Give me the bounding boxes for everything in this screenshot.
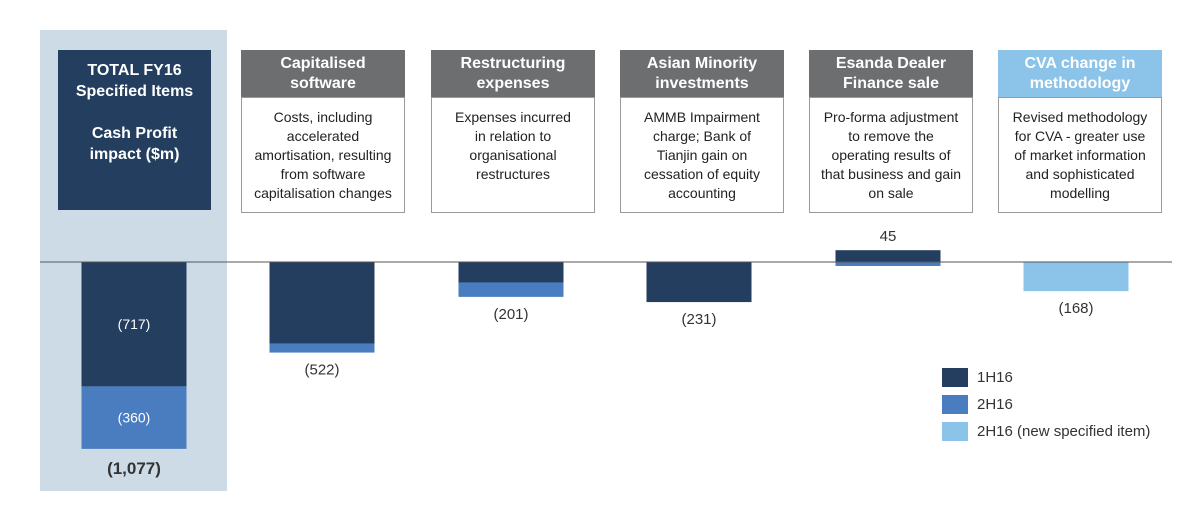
total-title-line1: TOTAL FY16	[87, 62, 182, 79]
bar-total-label: (168)	[1058, 300, 1093, 317]
bar-total-label: (231)	[681, 311, 716, 328]
category-header-line: software	[290, 74, 356, 92]
category-description-line: Revised methodology	[1012, 109, 1148, 125]
legend-label-2h16-new: 2H16 (new specified item)	[977, 423, 1151, 440]
category-header-line: Capitalised	[280, 54, 366, 72]
category-description-line: charge; Bank of	[652, 128, 752, 144]
category-description-5: Revised methodology for CVA - greater use…	[998, 97, 1162, 213]
category-header-line: Restructuring	[460, 54, 566, 72]
category-header-line: methodology	[1029, 74, 1131, 92]
category-header-line: investments	[655, 74, 749, 92]
category-header-2: Restructuring expenses	[431, 50, 595, 97]
bar-total-label: (1,077)	[107, 459, 161, 478]
category-description-line: AMMB Impairment	[644, 109, 760, 125]
legend-label-2h16: 2H16	[977, 396, 1013, 413]
category-header-4: Esanda Dealer Finance sale	[809, 50, 973, 97]
category-description-line: in relation to	[474, 128, 552, 144]
category-description-line: on sale	[868, 185, 914, 201]
category-header-5: CVA change in methodology	[998, 50, 1162, 97]
category-description-line: that business and gain	[820, 166, 962, 182]
category-description-line: Tianjin gain on	[656, 147, 748, 163]
category-header-1: Capitalised software	[241, 50, 405, 97]
legend-item-2h16: 2H16	[942, 391, 1150, 418]
bar-segment	[835, 250, 941, 262]
category-description-2: Expenses incurred in relation to organisat…	[431, 97, 595, 213]
legend-item-2h16-new: 2H16 (new specified item)	[942, 418, 1150, 445]
bar-segment	[458, 282, 564, 297]
category-description-line: of market information	[1014, 147, 1146, 163]
category-description-1: Costs, including accelerated amortisation,…	[241, 97, 405, 213]
bar-segment	[81, 262, 187, 387]
category-header-line: expenses	[476, 74, 550, 92]
legend-item-1h16: 1H16	[942, 364, 1150, 391]
bar-segment-label: (717)	[118, 316, 151, 332]
bar-segment-label: (360)	[118, 410, 151, 426]
total-title-line4: impact ($m)	[89, 146, 180, 163]
category-description-line: amortisation, resulting	[254, 147, 392, 163]
category-header-line: CVA change in	[1024, 54, 1136, 72]
legend-label-1h16: 1H16	[977, 369, 1013, 386]
category-description-4: Pro-forma adjustment to remove the operati…	[809, 97, 973, 213]
bar-segment	[646, 262, 752, 303]
category-description-line: cessation of equity	[644, 166, 760, 182]
category-description-line: organisational	[469, 147, 557, 163]
category-header-line: Asian Minority	[646, 54, 758, 72]
bar-segment	[1023, 262, 1129, 292]
legend-swatch-1h16	[942, 368, 968, 387]
bar-segment	[835, 262, 941, 266]
category-header-3: Asian Minority investments	[620, 50, 784, 97]
chart-legend: 1H16 2H16 2H16 (new specified item)	[942, 364, 1150, 445]
total-title-line3: Cash Profit	[91, 125, 178, 142]
bar-segment	[269, 262, 375, 344]
category-description-line: to remove the	[848, 128, 934, 144]
bar-segment	[458, 262, 564, 283]
category-description-line: from software	[280, 166, 366, 182]
category-description-line: Costs, including	[273, 109, 373, 125]
category-description-line: for CVA - greater use	[1014, 128, 1146, 144]
category-description-line: accelerated	[286, 128, 360, 144]
bar-segment	[269, 343, 375, 353]
category-description-line: accounting	[668, 185, 736, 201]
category-description-line: restructures	[476, 166, 550, 182]
category-description-line: and sophisticated	[1025, 166, 1135, 182]
category-header-line: Finance sale	[842, 74, 940, 92]
category-description-line: capitalisation changes	[254, 185, 392, 201]
category-header-line: Esanda Dealer	[835, 54, 947, 72]
category-description-line: modelling	[1050, 185, 1110, 201]
legend-swatch-2h16	[942, 395, 968, 414]
bar-total-label: (522)	[304, 362, 339, 379]
legend-swatch-2h16-new	[942, 422, 968, 441]
bar-total-label: (201)	[493, 306, 528, 323]
category-description-line: Expenses incurred	[455, 109, 571, 125]
bar-segment	[81, 386, 187, 449]
category-description-line: Pro-forma adjustment	[823, 109, 959, 125]
category-description-line: operating results of	[831, 147, 951, 163]
total-header-box: TOTAL FY16 Specified Items Cash Profit i…	[58, 50, 211, 210]
bar-total-label: 45	[880, 228, 897, 245]
total-title-line2: Specified Items	[75, 83, 194, 100]
category-description-3: AMMB Impairment charge; Bank of Tianjin ga…	[620, 97, 784, 213]
